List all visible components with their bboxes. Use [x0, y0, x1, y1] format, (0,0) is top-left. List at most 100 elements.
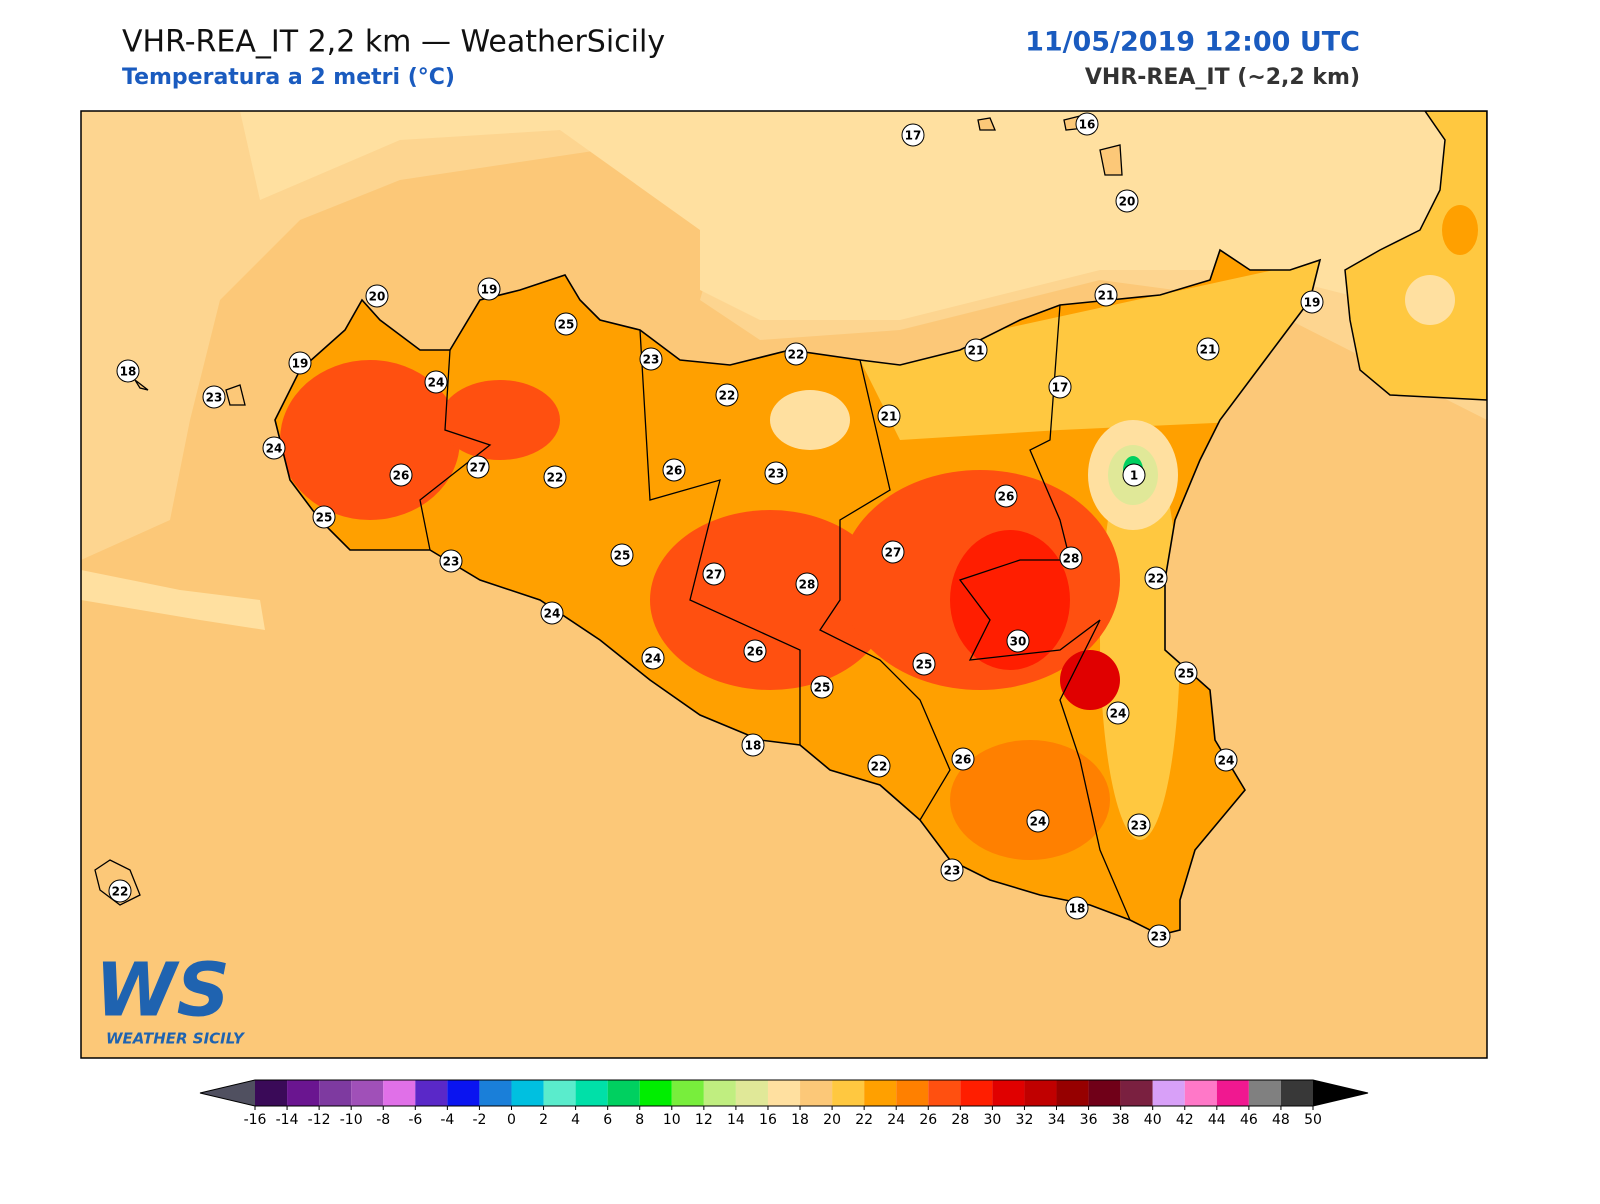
colorbar-tick-label: 0 — [507, 1112, 516, 1128]
station-value: 25 — [558, 318, 575, 332]
station-marker — [764, 461, 788, 485]
field — [950, 740, 1110, 860]
colorbar-bin — [447, 1080, 480, 1106]
station-value: 27 — [470, 461, 487, 475]
colorbar-over — [1313, 1080, 1368, 1106]
station-marker — [795, 572, 819, 596]
colorbar-tick-label: 6 — [603, 1112, 612, 1128]
station-value: 24 — [1110, 707, 1127, 721]
station-marker — [312, 505, 336, 529]
station-value: 26 — [955, 753, 972, 767]
field — [280, 360, 460, 520]
station: 21 — [877, 404, 901, 428]
station-value: 24 — [428, 376, 445, 390]
station-value: 24 — [1030, 815, 1047, 829]
colorbar-tick-label: -6 — [408, 1112, 422, 1128]
station-marker — [1147, 924, 1171, 948]
colorbar-bin — [928, 1080, 961, 1106]
station-marker — [662, 458, 686, 482]
station-value: 22 — [547, 471, 564, 485]
map-area — [81, 111, 1487, 1058]
colorbar-tick-label: 24 — [887, 1112, 905, 1128]
station-value: 24 — [1218, 754, 1235, 768]
station: 25 — [554, 312, 578, 336]
colorbar-tick-label: 2 — [539, 1112, 548, 1128]
station-value: 22 — [788, 348, 805, 362]
station-value: 23 — [206, 391, 223, 405]
logo: WS WEATHER SICILY — [95, 948, 246, 1048]
station-value: 27 — [706, 568, 723, 582]
title: VHR-REA_IT 2,2 km — WeatherSicily — [122, 25, 665, 60]
station-value: 21 — [881, 410, 898, 424]
colorbar-bin — [575, 1080, 608, 1106]
colorbar-tick-label: 48 — [1272, 1112, 1290, 1128]
station-marker — [108, 879, 132, 903]
station-marker — [784, 342, 808, 366]
station-marker — [543, 465, 567, 489]
station-marker — [912, 652, 936, 676]
station-marker — [1144, 566, 1168, 590]
station: 22 — [543, 465, 567, 489]
station: 17 — [901, 123, 925, 147]
station-marker — [1174, 661, 1198, 685]
station-value: 19 — [1304, 296, 1321, 310]
station-marker — [881, 540, 905, 564]
calabria — [1344, 111, 1487, 401]
station: 16 — [1075, 112, 1099, 136]
sea-cool — [240, 111, 1487, 330]
station: 24 — [424, 370, 448, 394]
colorbar-bin — [864, 1080, 897, 1106]
station-value: 26 — [666, 464, 683, 478]
station-marker — [994, 484, 1018, 508]
field — [950, 530, 1070, 670]
colorbar-tick-label: 42 — [1176, 1112, 1194, 1128]
colorbar-bin — [511, 1080, 544, 1106]
station-value: 25 — [814, 681, 831, 695]
colorbar-bin — [255, 1080, 288, 1106]
station: 24 — [540, 601, 564, 625]
colorbar-tick-label: -10 — [340, 1112, 363, 1128]
station: 25 — [610, 543, 634, 567]
station: 26 — [994, 484, 1018, 508]
station-marker — [389, 463, 413, 487]
station-marker — [1106, 701, 1130, 725]
colorbar-bin — [607, 1080, 640, 1106]
colorbar-tick-label: 16 — [759, 1112, 777, 1128]
colorbar-bin — [415, 1080, 448, 1106]
station: 28 — [1059, 546, 1083, 570]
colorbar-tick-label: 20 — [823, 1112, 841, 1128]
station-value: 18 — [1069, 902, 1086, 916]
station-value: 1 — [1130, 469, 1138, 483]
station-marker — [743, 639, 767, 663]
station-marker — [810, 675, 834, 699]
station-value: 20 — [369, 290, 386, 304]
sicily-fields — [280, 260, 1320, 860]
station: 27 — [881, 540, 905, 564]
station-value: 18 — [745, 739, 762, 753]
station-marker — [1094, 283, 1118, 307]
station-value: 24 — [266, 442, 283, 456]
calabria-warm — [1442, 205, 1478, 255]
station-value: 27 — [885, 546, 902, 560]
station: 25 — [1174, 661, 1198, 685]
station-marker — [877, 404, 901, 428]
station-value: 23 — [643, 353, 660, 367]
colorbar-bin — [671, 1080, 704, 1106]
colorbar-bin — [1152, 1080, 1185, 1106]
station: 24 — [641, 646, 665, 670]
station-marker — [1059, 546, 1083, 570]
station-value: 25 — [614, 549, 631, 563]
colorbar-bin — [1120, 1080, 1153, 1106]
sea-cool — [81, 570, 265, 630]
station-marker — [964, 338, 988, 362]
colorbar-bin — [1248, 1080, 1281, 1106]
station-value: 18 — [120, 365, 137, 379]
station: 21 — [1094, 283, 1118, 307]
station-value: 26 — [393, 469, 410, 483]
colorbar-tick-label: 14 — [727, 1112, 745, 1128]
station-value: 28 — [1063, 552, 1080, 566]
station-marker — [424, 370, 448, 394]
colorbar-bin — [1024, 1080, 1057, 1106]
station: 28 — [795, 572, 819, 596]
date: 11/05/2019 12:00 UTC — [1025, 27, 1360, 58]
